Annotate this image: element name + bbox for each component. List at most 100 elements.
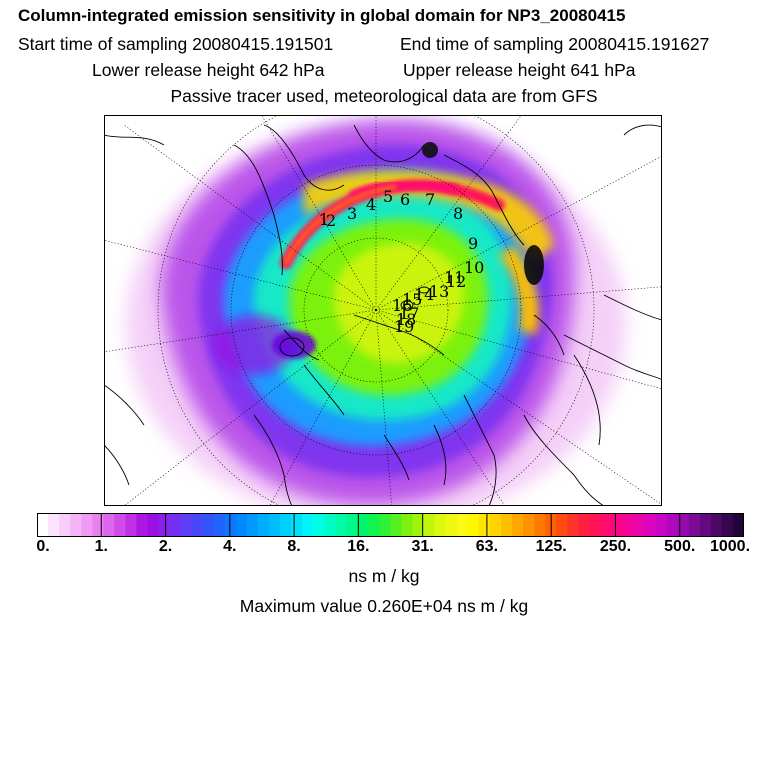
colorbar-swatch xyxy=(445,513,458,537)
colorbar-tick-label: 2. xyxy=(158,538,173,555)
colorbar-swatch xyxy=(213,513,226,537)
page-title: Column-integrated emission sensitivity i… xyxy=(18,6,626,25)
colorbar-swatch xyxy=(467,513,480,537)
trajectory-label: 6 xyxy=(400,190,410,209)
colorbar-swatch xyxy=(401,513,413,537)
colorbar-swatch xyxy=(103,513,115,537)
colorbar-tick-label: 500. xyxy=(664,538,696,555)
trajectory-label: 5 xyxy=(383,187,393,206)
colorbar-swatch xyxy=(423,513,435,537)
colorbar-swatch xyxy=(169,513,181,537)
colorbar-swatch xyxy=(357,513,369,537)
trajectory-labels: 1 2 3 4 5 6 7 8 9 10 11 12 13 14 15 16 1… xyxy=(319,187,484,336)
colorbar-swatch xyxy=(666,513,679,537)
colorbar-swatch xyxy=(224,513,237,537)
colorbar-tick-label: 0. xyxy=(36,538,50,555)
trajectory-label: 13 xyxy=(429,282,449,301)
colorbar-swatch xyxy=(633,513,645,537)
colorbar-swatch xyxy=(59,513,71,537)
colorbar-swatch xyxy=(136,513,148,537)
colorbar-swatch xyxy=(48,513,60,537)
colorbar xyxy=(37,513,744,537)
colorbar-swatch xyxy=(478,513,491,537)
colorbar-swatch xyxy=(70,513,82,537)
colorbar-swatch xyxy=(114,513,126,537)
trajectory-label: 14 xyxy=(414,285,434,304)
colorbar-swatch xyxy=(390,513,402,537)
colorbar-tick-label: 63. xyxy=(475,538,499,555)
colorbar-swatch xyxy=(677,513,690,537)
trajectory-label: 10 xyxy=(464,258,484,277)
colorbar-swatch xyxy=(500,513,513,537)
colorbar-swatch xyxy=(346,513,358,537)
colorbar-swatch xyxy=(412,513,424,537)
colorbar-swatch xyxy=(291,513,303,537)
colorbar-swatch xyxy=(512,513,524,537)
colorbar-tick-label: 4. xyxy=(223,538,237,555)
lower-release-label: Lower release height 642 hPa xyxy=(92,60,325,80)
colorbar-swatch xyxy=(644,513,656,537)
colorbar-tick-label: 16. xyxy=(347,538,370,555)
trajectory-label: 1 xyxy=(319,210,329,229)
colorbar-swatch xyxy=(324,513,336,537)
colorbar-swatch xyxy=(191,513,204,537)
colorbar-swatch xyxy=(655,513,667,537)
colorbar-swatch xyxy=(600,513,612,537)
colorbar-swatch xyxy=(235,513,248,537)
maximum-value-label: Maximum value 0.260E+04 ns m / kg xyxy=(239,596,529,616)
colorbar-swatch xyxy=(489,513,502,537)
colorbar-swatch xyxy=(368,513,380,537)
upper-release-label: Upper release height 641 hPa xyxy=(403,60,636,80)
colorbar-swatch xyxy=(622,513,634,537)
colorbar-swatch xyxy=(589,513,601,537)
colorbar-swatch xyxy=(313,513,325,537)
colorbar-swatch xyxy=(180,513,192,537)
colorbar-swatch xyxy=(257,513,270,537)
colorbar-tick-label: 1. xyxy=(94,538,108,555)
colorbar-tick-label: 250. xyxy=(599,538,632,555)
trajectory-label: 3 xyxy=(347,204,357,223)
colorbar-swatch xyxy=(710,513,723,537)
colorbar-tick-label: 1000. xyxy=(709,538,751,555)
coastlines xyxy=(104,124,662,506)
colorbar-swatch xyxy=(732,513,744,537)
trajectory-label: 2 xyxy=(326,211,336,230)
colorbar-swatch xyxy=(125,513,137,537)
trajectory-label: 16 xyxy=(392,296,412,315)
tracer-note: Passive tracer used, meteorological data… xyxy=(170,86,598,106)
colorbar-tick-label: 31. xyxy=(411,538,434,555)
trajectory-label: 9 xyxy=(468,234,478,253)
colorbar-swatch xyxy=(81,513,93,537)
colorbar-units: ns m / kg xyxy=(348,566,420,586)
trajectory-label: 19 xyxy=(394,317,414,336)
sensitivity-field xyxy=(126,119,626,506)
colorbar-swatch xyxy=(158,513,170,537)
colorbar-swatch xyxy=(611,513,623,537)
colorbar-swatch xyxy=(379,513,391,537)
colorbar-swatch xyxy=(37,513,49,537)
colorbar-swatch xyxy=(567,513,579,537)
colorbar-swatch xyxy=(688,513,701,537)
colorbar-swatch xyxy=(335,513,347,537)
colorbar-border xyxy=(37,513,744,537)
trajectory-label: 15 xyxy=(402,290,422,309)
colorbar-swatch xyxy=(280,513,292,537)
end-time-label: End time of sampling 20080415.191627 xyxy=(400,34,710,54)
colorbar-swatch xyxy=(246,513,259,537)
map-graticule xyxy=(104,115,662,506)
start-time-label: Start time of sampling 20080415.191501 xyxy=(18,34,334,54)
colorbar-swatch xyxy=(556,513,568,537)
colorbar-swatch xyxy=(578,513,590,537)
colorbar-swatch xyxy=(721,513,734,537)
colorbar-tick-label: 125. xyxy=(535,538,567,555)
colorbar-swatch xyxy=(434,513,447,537)
trajectory-label: 4 xyxy=(366,195,376,214)
colorbar-tick-label: 8. xyxy=(287,538,301,555)
colorbar-swatch xyxy=(523,513,535,537)
colorbar-swatch xyxy=(699,513,712,537)
colorbar-swatch xyxy=(534,513,546,537)
colorbar-swatch xyxy=(302,513,314,537)
colorbar-swatch xyxy=(268,513,281,537)
trajectory-label: 11 xyxy=(444,268,464,287)
trajectory-label: 7 xyxy=(425,190,435,209)
